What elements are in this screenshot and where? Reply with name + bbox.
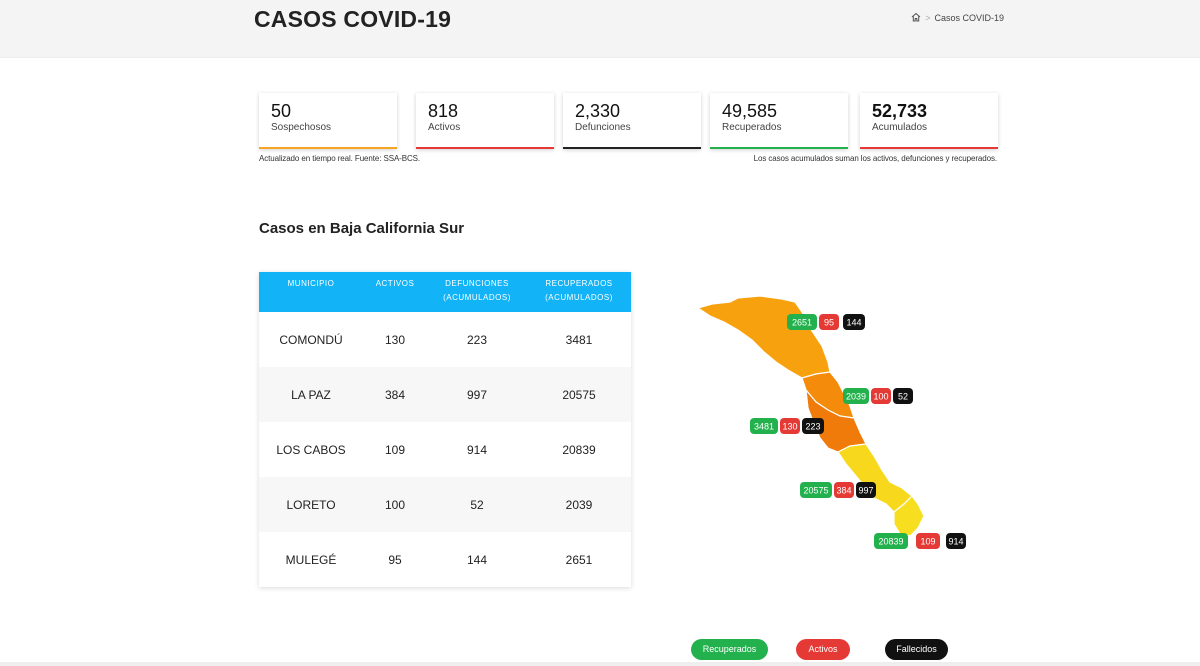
badge-recuperados — [843, 388, 869, 404]
table-row: MULEGÉ 95 144 2651 — [259, 532, 631, 587]
cell-municipio: LORETO — [286, 497, 336, 512]
cell-municipio: LOS CABOS — [276, 442, 346, 457]
badge-fallecidos-text: 144 — [846, 318, 861, 328]
column-header-municipio: MUNICIPIO — [287, 279, 335, 288]
legend-recuperados: Recuperados — [691, 639, 768, 660]
badge-fallecidos — [856, 482, 876, 498]
badge-recuperados-text: 2039 — [846, 392, 866, 402]
badge-recuperados-text: 3481 — [754, 422, 774, 432]
stat-value: 52,733 — [872, 101, 928, 121]
bcs-map: 2651 95 144 2039 100 52 3481 130 223 205… — [696, 295, 966, 549]
badge-fallecidos-text: 52 — [898, 392, 908, 402]
cell-activos: 130 — [384, 332, 406, 347]
badge-activos — [780, 418, 800, 434]
badge-activos — [819, 314, 839, 330]
stat-card-sospechosos: 50 Sospechosos — [259, 93, 397, 149]
map-label-loreto: 2039 100 52 — [843, 388, 913, 404]
cases-table: MUNICIPIO ACTIVOS DEFUNCIONES (ACUMULADOS… — [259, 272, 631, 587]
badge-recuperados — [787, 314, 817, 330]
cell-activos: 384 — [384, 387, 406, 402]
region-lapaz[interactable] — [837, 443, 913, 513]
stat-label: Recuperados — [722, 122, 782, 133]
badge-recuperados-text: 20575 — [803, 486, 828, 496]
stat-card-recuperados: 49,585 Recuperados — [710, 93, 848, 149]
footer-divider — [0, 662, 1200, 666]
stat-card-defunciones: 2,330 Defunciones — [563, 93, 701, 149]
map-label-comondu: 3481 130 223 — [750, 418, 824, 434]
section-title: Casos en Baja California Sur — [259, 220, 465, 237]
badge-fallecidos — [843, 314, 865, 330]
cell-activos: 100 — [384, 497, 406, 512]
cell-recuperados: 2039 — [565, 497, 593, 512]
stat-label: Sospechosos — [271, 122, 332, 133]
cell-defunciones: 223 — [466, 332, 488, 347]
cell-municipio: MULEGÉ — [285, 552, 337, 567]
badge-activos — [871, 388, 891, 404]
badge-fallecidos — [802, 418, 824, 434]
badge-fallecidos-text: 914 — [948, 537, 963, 547]
breadcrumb: > Casos COVID-19 — [911, 12, 1004, 24]
cell-defunciones: 52 — [470, 497, 484, 512]
cell-municipio: LA PAZ — [291, 387, 331, 402]
stat-card-activos: 818 Activos — [416, 93, 554, 149]
column-header-activos: ACTIVOS — [375, 279, 415, 288]
badge-activos-text: 100 — [873, 392, 888, 402]
cell-recuperados: 20575 — [562, 387, 596, 402]
table-row: COMONDÚ 130 223 3481 — [259, 312, 631, 367]
region-loscabos[interactable] — [893, 495, 925, 537]
badge-activos-text: 109 — [920, 537, 935, 547]
table-row: LOS CABOS 109 914 20839 — [259, 422, 631, 477]
cell-recuperados: 3481 — [565, 332, 593, 347]
badge-recuperados-text: 20839 — [878, 537, 903, 547]
stat-value: 818 — [428, 101, 459, 121]
breadcrumb-separator: > — [925, 13, 931, 23]
stat-value: 50 — [271, 101, 292, 121]
stat-value: 49,585 — [722, 101, 778, 121]
legend-activos: Activos — [796, 639, 850, 660]
badge-recuperados-text: 2651 — [792, 318, 812, 328]
region-mulege[interactable] — [696, 295, 831, 379]
badge-fallecidos — [893, 388, 913, 404]
stat-value: 2,330 — [575, 101, 621, 121]
page-header: CASOS COVID-19 > Casos COVID-19 — [0, 0, 1200, 58]
stat-label: Acumulados — [872, 122, 928, 133]
badge-activos-text: 384 — [836, 486, 851, 496]
badge-recuperados — [750, 418, 778, 434]
source-note: Actualizado en tiempo real. Fuente: SSA-… — [259, 154, 421, 163]
table-row: LA PAZ 384 997 20575 — [259, 367, 631, 422]
badge-fallecidos-text: 223 — [805, 422, 820, 432]
map-label-mulege: 2651 95 144 — [787, 314, 865, 330]
page-title: CASOS COVID-19 — [254, 6, 452, 32]
legend-fallecidos: Fallecidos — [885, 639, 948, 660]
home-icon[interactable] — [911, 12, 921, 24]
badge-activos — [834, 482, 854, 498]
cell-activos: 95 — [388, 552, 402, 567]
cell-municipio: COMONDÚ — [279, 332, 343, 347]
cell-recuperados: 2651 — [565, 552, 593, 567]
stat-label: Defunciones — [575, 122, 631, 133]
column-header-defunciones: DEFUNCIONES (ACUMULADOS) — [443, 279, 511, 302]
cell-defunciones: 914 — [466, 442, 488, 457]
badge-activos-text: 130 — [782, 422, 797, 432]
badge-recuperados — [874, 533, 908, 549]
cell-defunciones: 997 — [466, 387, 488, 402]
column-header-recuperados: RECUPERADOS (ACUMULADOS) — [545, 279, 613, 302]
cell-recuperados: 20839 — [562, 442, 596, 457]
breadcrumb-current: Casos COVID-19 — [934, 13, 1004, 23]
accumulated-note: Los casos acumulados suman los activos, … — [753, 154, 997, 163]
badge-activos — [916, 533, 940, 549]
badge-recuperados — [800, 482, 832, 498]
table-header: MUNICIPIO ACTIVOS DEFUNCIONES (ACUMULADOS… — [259, 272, 631, 312]
badge-fallecidos-text: 997 — [858, 486, 873, 496]
stat-card-acumulados: 52,733 Acumulados — [860, 93, 998, 149]
cell-activos: 109 — [384, 442, 406, 457]
map-label-loscabos: 20839 109 914 — [874, 533, 966, 549]
map-label-lapaz: 20575 384 997 — [800, 482, 876, 498]
badge-fallecidos — [946, 533, 966, 549]
stat-label: Activos — [428, 122, 461, 133]
badge-activos-text: 95 — [824, 318, 834, 328]
cell-defunciones: 144 — [466, 552, 488, 567]
table-row: LORETO 100 52 2039 — [259, 477, 631, 532]
